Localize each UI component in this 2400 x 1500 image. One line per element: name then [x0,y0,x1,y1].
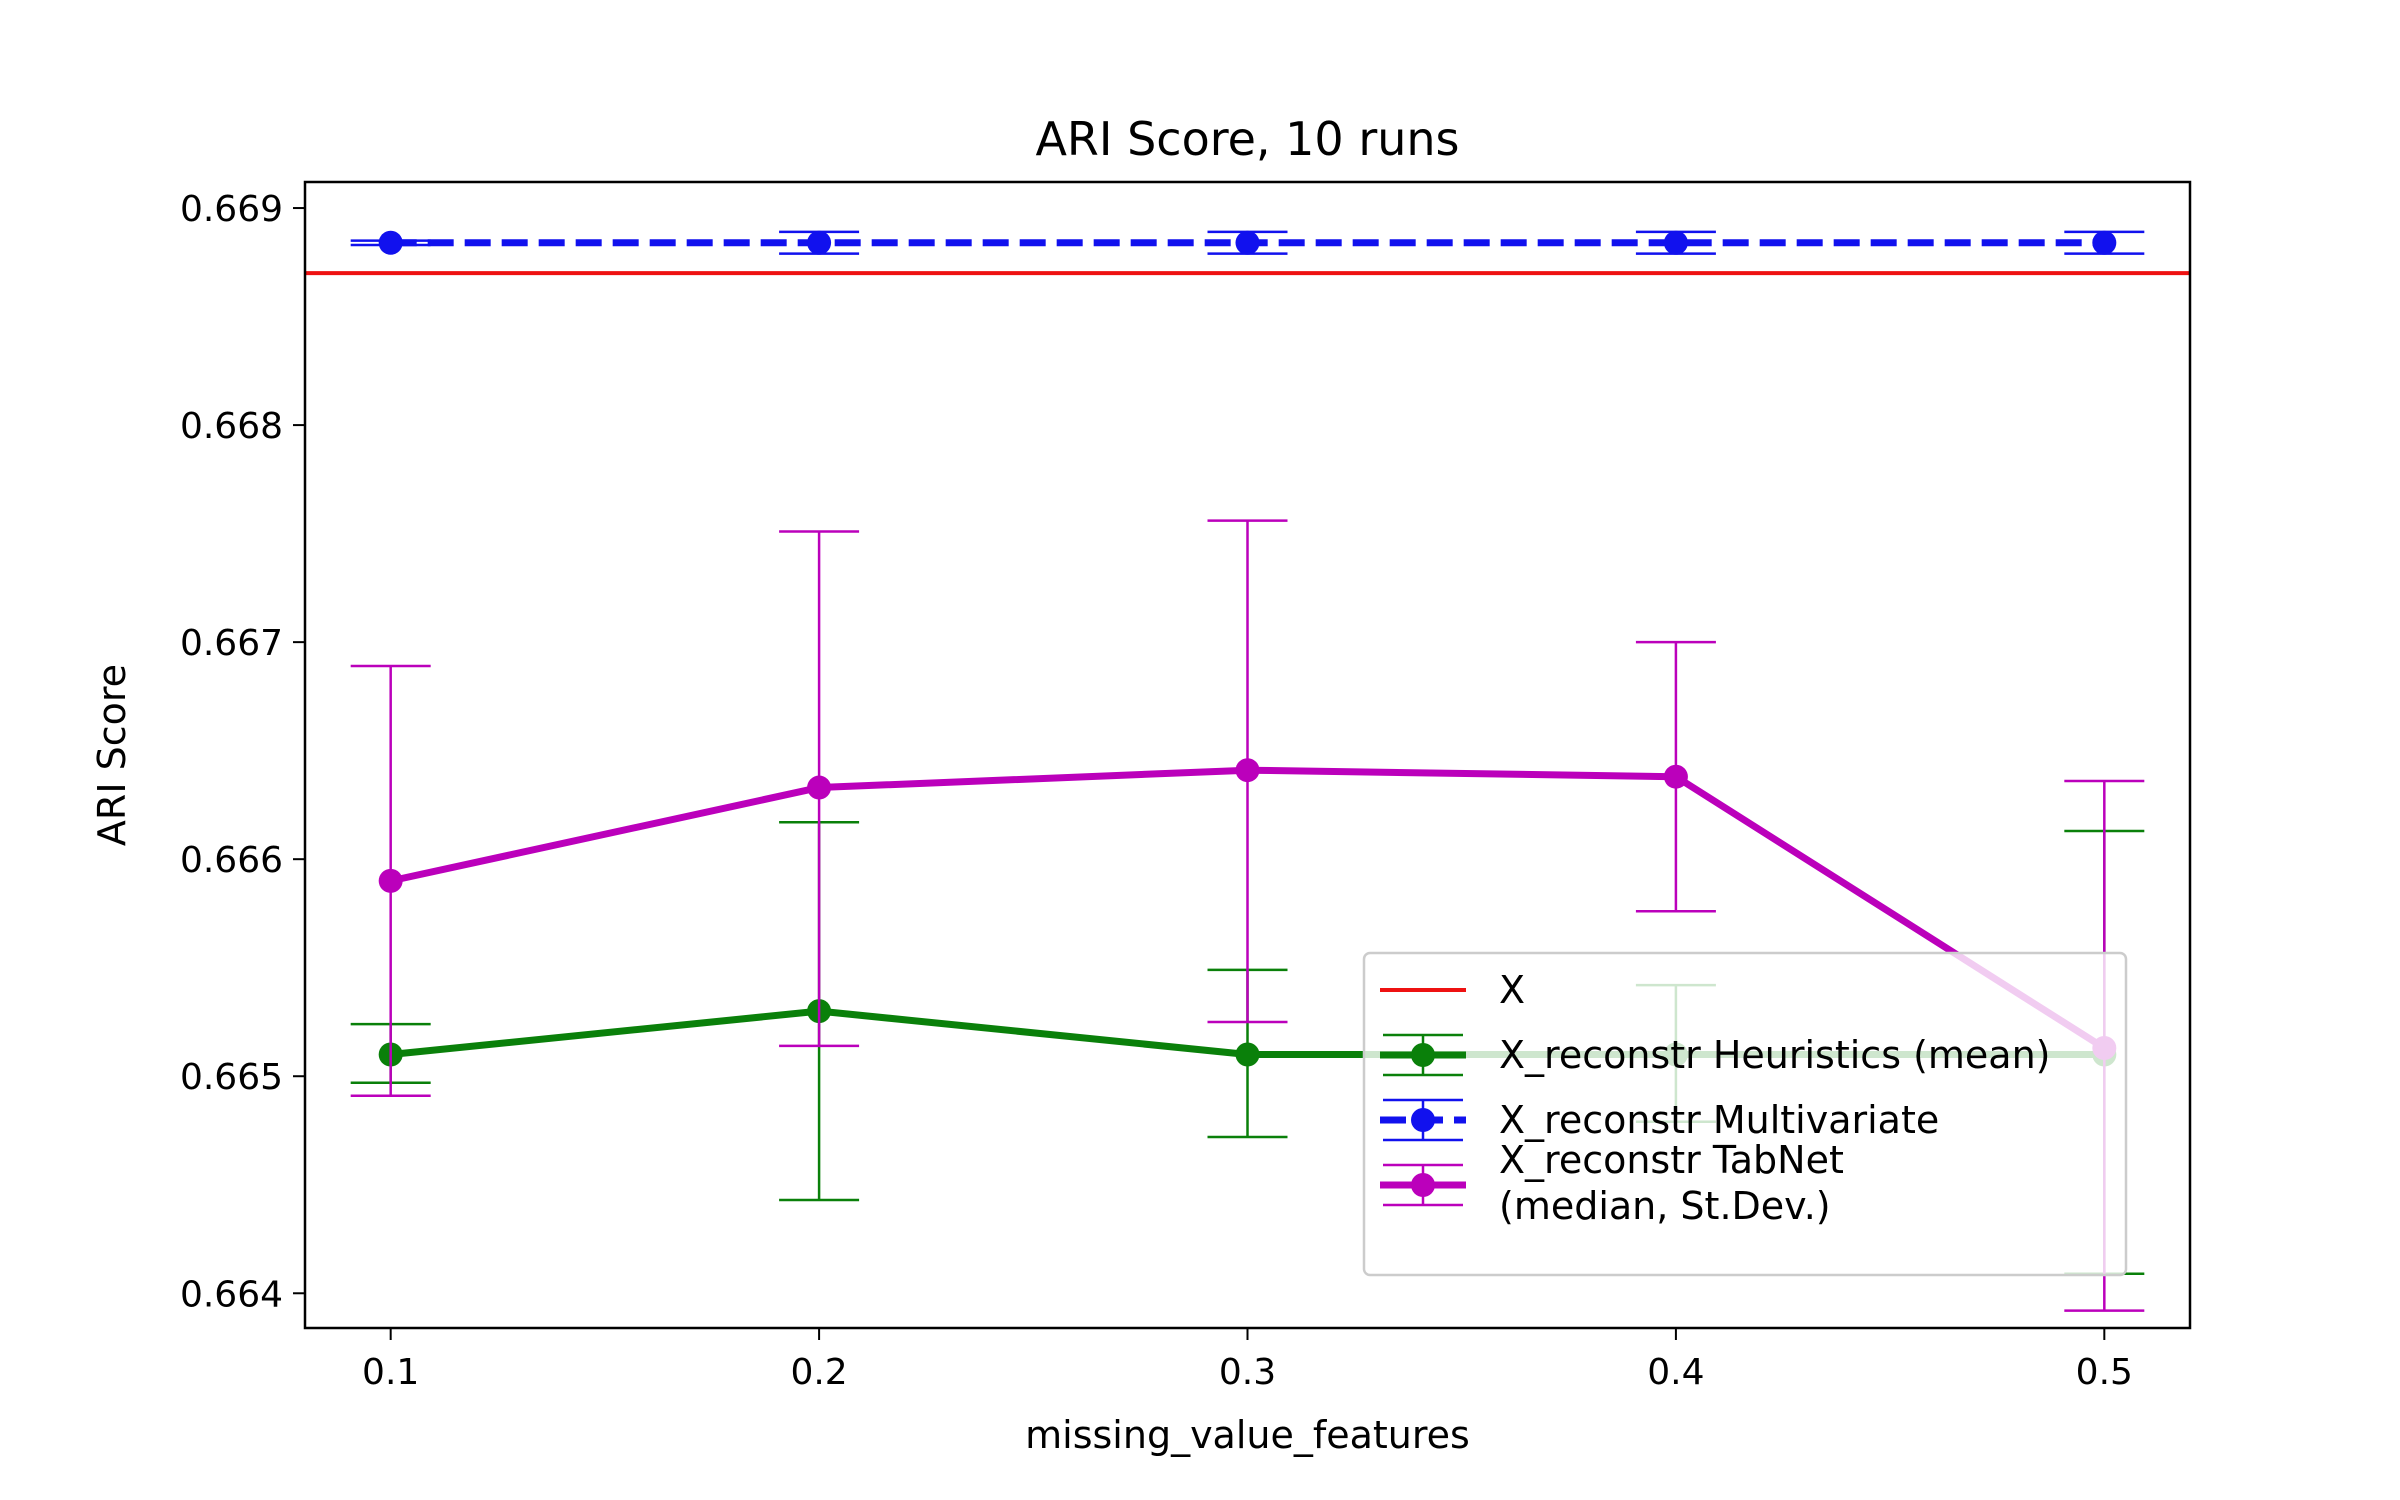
legend-label-line: (median, St.Dev.) [1499,1184,1831,1228]
legend-label-line: X [1499,968,1525,1012]
chart-title: ARI Score, 10 runs [1035,112,1459,166]
data-point [1663,764,1688,789]
x-tick-label: 0.4 [1647,1352,1704,1393]
y-tick-label: 0.668 [180,406,283,447]
data-point [1235,758,1260,783]
data-point [807,230,832,255]
x-axis-title: missing_value_features [1025,1413,1470,1457]
x-tick-label: 0.1 [362,1352,419,1393]
x-tick-label: 0.3 [1219,1352,1276,1393]
data-point [378,230,403,255]
y-axis-title: ARI Score [90,664,134,846]
data-point [2092,230,2117,255]
legend-box [1362,951,2128,1277]
x-tick-label: 0.5 [2076,1352,2133,1393]
legend-label-line: X_reconstr Multivariate [1499,1098,1939,1142]
legend-label: X [1499,968,1525,1012]
y-tick-label: 0.665 [180,1057,283,1098]
data-point [1663,230,1688,255]
legend-handle-marker [1411,1043,1435,1067]
y-tick-label: 0.666 [180,840,283,881]
legend: X X_reconstr Heuristics (mean) X_reconstr … [1362,951,2128,1277]
axes: 0.1 0.2 0.3 0.4 0.5 0.664 0.665 0.666 0.667 0.668… [180,189,2133,1393]
legend-label-line: X_reconstr TabNet [1499,1138,1844,1182]
legend-handle-marker [1411,1108,1435,1132]
legend-handle-marker [1411,1173,1435,1197]
legend-label: X_reconstr Multivariate [1499,1098,1939,1142]
y-tick-label: 0.667 [180,623,283,664]
x-tick-label: 0.2 [790,1352,847,1393]
legend-label: X_reconstr TabNet (median, St.Dev.) [1499,1138,1844,1228]
legend-label: X_reconstr Heuristics (mean) [1499,1033,2050,1077]
data-point [1235,230,1260,255]
series [350,230,2145,255]
legend-label-line: X_reconstr Heuristics (mean) [1499,1033,2050,1077]
y-tick-label: 0.669 [180,189,283,230]
data-point [807,775,832,800]
y-tick-label: 0.664 [180,1274,283,1315]
data-point [1235,1042,1260,1067]
data-point [378,868,403,893]
